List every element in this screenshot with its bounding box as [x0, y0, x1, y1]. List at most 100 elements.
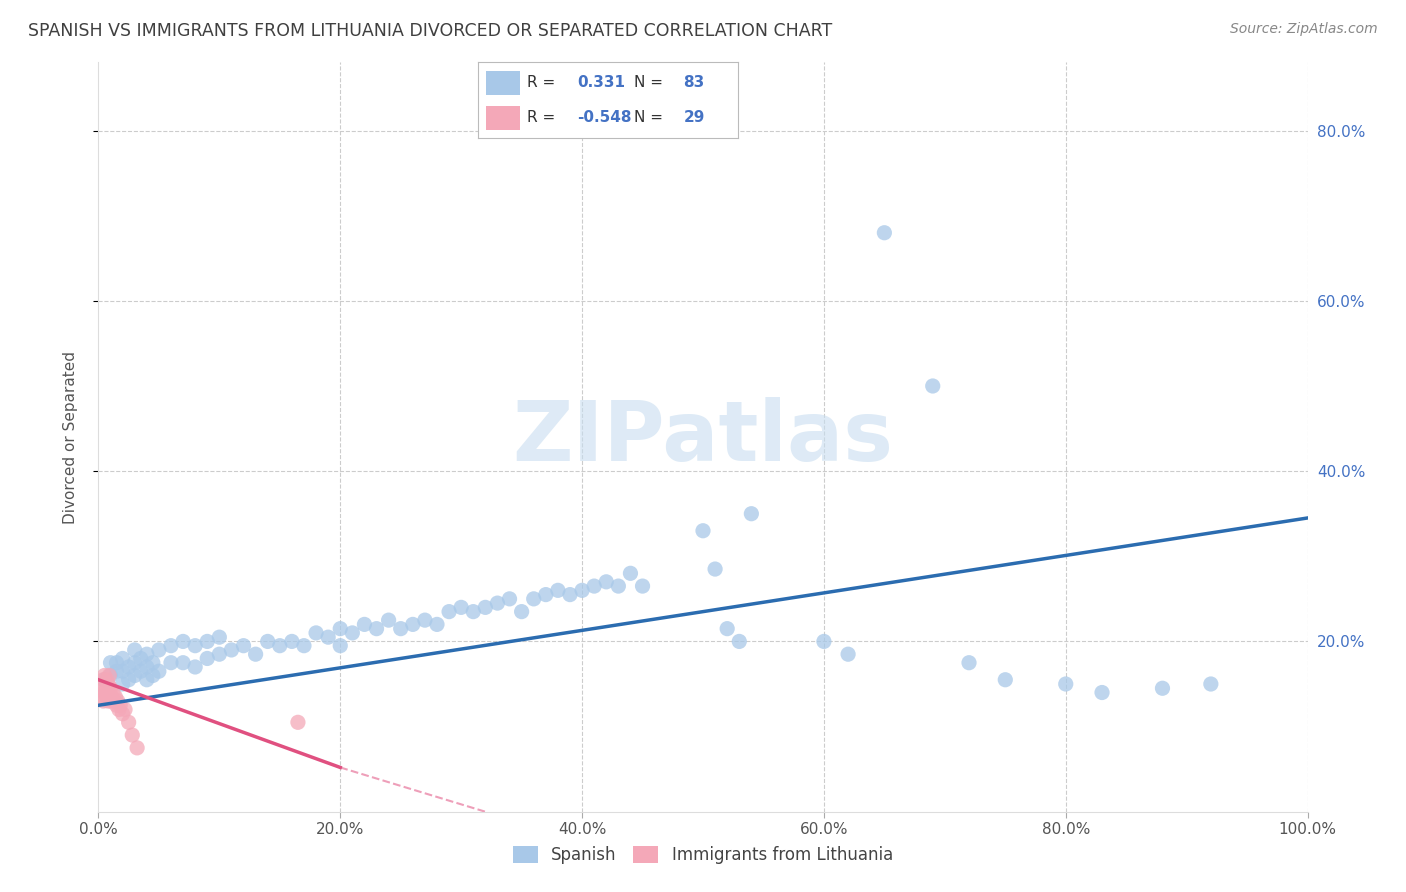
Point [135, 673, 157, 687]
Point [716, 622, 738, 636]
Point [1199, 677, 1222, 691]
Point [523, 591, 546, 606]
Point [232, 639, 254, 653]
Point [377, 613, 399, 627]
Point [208, 630, 231, 644]
Point [93, 673, 115, 687]
Point [103, 694, 125, 708]
Point [142, 668, 165, 682]
Text: 83: 83 [683, 76, 704, 90]
Point [184, 639, 207, 653]
Point [100, 690, 122, 704]
Point [105, 664, 128, 678]
Text: ZIPatlas: ZIPatlas [513, 397, 893, 477]
Point [256, 634, 278, 648]
Point [108, 702, 131, 716]
Point [100, 668, 122, 682]
Point [329, 639, 352, 653]
Point [195, 634, 218, 648]
Bar [486, 70, 520, 95]
Point [873, 226, 896, 240]
Text: N =: N = [634, 111, 668, 125]
Point [595, 574, 617, 589]
Point [107, 694, 129, 708]
Point [118, 673, 141, 687]
Point [90, 690, 112, 704]
Legend: Spanish, Immigrants from Lithuania: Spanish, Immigrants from Lithuania [506, 839, 900, 871]
Point [195, 651, 218, 665]
Point [105, 656, 128, 670]
Point [160, 639, 183, 653]
Point [97, 677, 120, 691]
Point [93, 685, 115, 699]
Point [1152, 681, 1174, 696]
Point [221, 643, 243, 657]
Point [111, 664, 134, 678]
Point [96, 673, 118, 687]
Point [921, 379, 943, 393]
Point [184, 660, 207, 674]
Point [160, 656, 183, 670]
Point [486, 596, 509, 610]
Point [94, 681, 117, 696]
Point [127, 740, 149, 755]
Point [704, 562, 727, 576]
Point [121, 728, 143, 742]
Point [100, 694, 122, 708]
Y-axis label: Divorced or Separated: Divorced or Separated [63, 351, 77, 524]
Text: 0.331: 0.331 [576, 76, 624, 90]
Point [389, 622, 412, 636]
Point [837, 647, 859, 661]
Point [142, 656, 165, 670]
Point [353, 617, 375, 632]
Point [114, 702, 136, 716]
Point [98, 668, 121, 682]
Point [269, 639, 291, 653]
Point [583, 579, 606, 593]
Point [631, 579, 654, 593]
Point [474, 600, 496, 615]
Point [342, 626, 364, 640]
Point [91, 694, 114, 708]
Point [607, 579, 630, 593]
Point [172, 656, 194, 670]
Point [619, 566, 641, 581]
Text: R =: R = [527, 111, 561, 125]
Point [91, 673, 114, 687]
Point [437, 605, 460, 619]
Point [558, 588, 581, 602]
Point [118, 660, 141, 674]
Point [450, 600, 472, 615]
Point [129, 664, 152, 678]
Point [366, 622, 388, 636]
Point [957, 656, 980, 670]
Text: Source: ZipAtlas.com: Source: ZipAtlas.com [1230, 22, 1378, 37]
Point [292, 639, 315, 653]
Point [463, 605, 485, 619]
Point [692, 524, 714, 538]
Point [994, 673, 1017, 687]
Point [105, 698, 128, 713]
Point [534, 588, 557, 602]
Point [98, 685, 121, 699]
Point [108, 698, 131, 713]
Point [402, 617, 425, 632]
Text: R =: R = [527, 76, 561, 90]
Point [111, 651, 134, 665]
Point [571, 583, 593, 598]
Point [96, 690, 118, 704]
Point [245, 647, 267, 661]
Point [101, 685, 124, 699]
Point [413, 613, 436, 627]
Point [547, 583, 569, 598]
Point [208, 647, 231, 661]
Point [813, 634, 835, 648]
Text: SPANISH VS IMMIGRANTS FROM LITHUANIA DIVORCED OR SEPARATED CORRELATION CHART: SPANISH VS IMMIGRANTS FROM LITHUANIA DIV… [28, 22, 832, 40]
Point [100, 656, 122, 670]
Point [305, 626, 328, 640]
Point [124, 643, 146, 657]
Point [111, 706, 134, 721]
Point [316, 630, 339, 644]
Point [100, 681, 122, 696]
Point [329, 622, 352, 636]
